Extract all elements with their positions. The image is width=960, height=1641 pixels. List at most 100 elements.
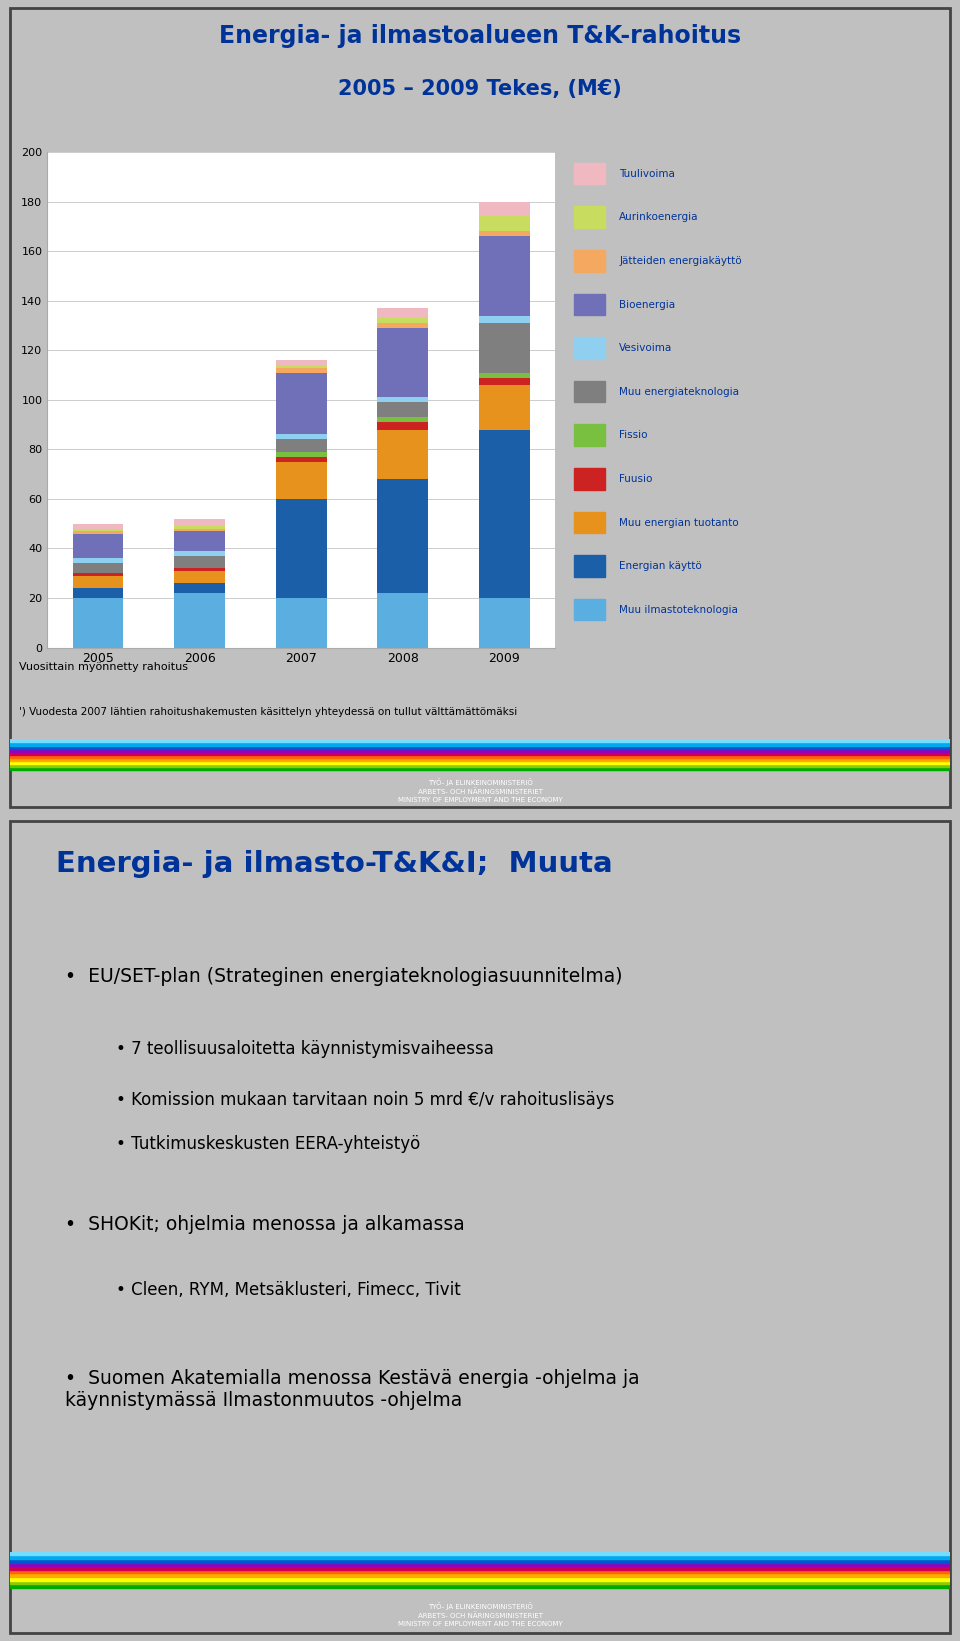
Text: Aurinkoenergia: Aurinkoenergia	[619, 212, 699, 223]
Bar	[276, 364, 326, 368]
Bar	[10, 1562, 950, 1566]
Bar	[10, 1577, 950, 1580]
Bar	[174, 571, 225, 583]
Bar	[10, 1580, 950, 1585]
Bar	[174, 551, 225, 556]
Bar	[479, 323, 530, 373]
Bar	[479, 231, 530, 236]
Text: 2005 – 2009 Tekes, (M€): 2005 – 2009 Tekes, (M€)	[338, 79, 622, 98]
Bar	[174, 532, 225, 551]
Bar	[73, 533, 124, 558]
Bar	[574, 207, 606, 228]
Bar	[276, 597, 326, 648]
Bar	[73, 587, 124, 597]
Bar	[574, 381, 606, 402]
Bar	[479, 217, 530, 231]
Bar	[10, 755, 950, 758]
Bar	[276, 451, 326, 456]
Bar	[479, 315, 530, 323]
Bar	[276, 440, 326, 451]
Bar	[574, 162, 606, 184]
Bar	[377, 318, 428, 323]
Bar	[73, 532, 124, 533]
Text: Tuulivoima: Tuulivoima	[619, 169, 675, 179]
Bar	[377, 422, 428, 430]
Bar	[10, 1574, 950, 1577]
Bar	[10, 1585, 950, 1588]
Bar	[377, 592, 428, 648]
Bar	[479, 373, 530, 377]
Bar	[377, 417, 428, 422]
Text: ') Vuodesta 2007 lähtien rahoitushakemusten käsittelyn yhteydessä on tullut vält: ') Vuodesta 2007 lähtien rahoitushakemus…	[19, 707, 517, 717]
Bar	[10, 1552, 950, 1556]
Bar	[10, 1566, 950, 1570]
Bar	[10, 1570, 950, 1574]
Bar	[73, 576, 124, 587]
Bar	[276, 461, 326, 499]
Text: TYÖ- JA ELINKEINOMINISTERIÖ
ARBETS- OCH NÄRINGSMINISTERIET
MINISTRY OF EMPLOYMEN: TYÖ- JA ELINKEINOMINISTERIÖ ARBETS- OCH …	[397, 778, 563, 802]
Bar	[174, 592, 225, 648]
Bar	[10, 765, 950, 766]
Bar	[574, 425, 606, 446]
Text: Vuosittain myönnetty rahoitus: Vuosittain myönnetty rahoitus	[19, 663, 188, 673]
Text: Energian käyttö: Energian käyttö	[619, 561, 702, 571]
Text: arvioida, onko projektilla energia- tai ympäristövaikutuksia.: arvioida, onko projektilla energia- tai …	[19, 748, 331, 758]
Bar	[174, 528, 225, 532]
Bar	[10, 758, 950, 761]
Text: Muu energian tuotanto: Muu energian tuotanto	[619, 517, 739, 527]
Text: • Cleen, RYM, Metsäklusteri, Fimecc, Tivit: • Cleen, RYM, Metsäklusteri, Fimecc, Tiv…	[116, 1282, 461, 1300]
Bar	[574, 468, 606, 489]
Bar	[479, 430, 530, 597]
Text: Energia- ja ilmasto-T&K&I;  Muuta: Energia- ja ilmasto-T&K&I; Muuta	[56, 850, 612, 878]
Bar	[479, 597, 530, 648]
Bar	[574, 512, 606, 533]
Text: Bioenergia: Bioenergia	[619, 300, 676, 310]
Bar	[276, 368, 326, 373]
Bar	[10, 752, 950, 755]
Bar	[10, 1559, 950, 1562]
Bar	[574, 249, 606, 271]
Bar	[10, 761, 950, 765]
Bar	[377, 402, 428, 417]
Bar	[276, 373, 326, 435]
Bar	[10, 745, 950, 748]
Bar	[276, 499, 326, 597]
Bar	[73, 558, 124, 563]
Bar	[276, 359, 326, 364]
Bar	[174, 568, 225, 571]
Text: Fissio: Fissio	[619, 430, 648, 440]
Bar	[73, 573, 124, 576]
Bar	[574, 599, 606, 620]
Bar	[574, 336, 606, 359]
Text: • Komission mukaan tarvitaan noin 5 mrd €/v rahoituslisäys: • Komission mukaan tarvitaan noin 5 mrd …	[116, 1091, 614, 1109]
Text: •  SHOKit; ohjelmia menossa ja alkamassa: • SHOKit; ohjelmia menossa ja alkamassa	[64, 1216, 465, 1234]
Bar	[10, 1556, 950, 1559]
Bar	[174, 583, 225, 592]
Bar	[574, 555, 606, 576]
Bar	[377, 397, 428, 402]
Text: Muu energiateknologia: Muu energiateknologia	[619, 387, 739, 397]
Bar	[10, 766, 950, 770]
Bar	[479, 386, 530, 430]
Bar	[10, 742, 950, 745]
Bar	[479, 202, 530, 217]
Bar	[377, 430, 428, 479]
Text: •  Suomen Akatemialla menossa Kestävä energia -ohjelma ja
käynnistymässä Ilmasto: • Suomen Akatemialla menossa Kestävä ene…	[64, 1369, 639, 1410]
Text: • Tutkimuskeskusten EERA-yhteistyö: • Tutkimuskeskusten EERA-yhteistyö	[116, 1136, 420, 1154]
Bar	[276, 435, 326, 440]
Bar	[174, 527, 225, 528]
Bar	[73, 528, 124, 532]
Bar	[10, 740, 950, 742]
Bar	[174, 519, 225, 527]
Text: Vesivoima: Vesivoima	[619, 343, 673, 353]
Bar	[377, 479, 428, 592]
Bar	[276, 456, 326, 461]
Bar	[174, 556, 225, 568]
Bar	[73, 523, 124, 528]
Text: •  EU/SET-plan (Strateginen energiateknologiasuunnitelma): • EU/SET-plan (Strateginen energiateknol…	[64, 967, 622, 986]
Text: Jätteiden energiakäyttö: Jätteiden energiakäyttö	[619, 256, 742, 266]
Text: Fuusio: Fuusio	[619, 474, 653, 484]
Bar	[479, 377, 530, 386]
Bar	[479, 236, 530, 315]
Text: Energia- ja ilmastoalueen T&K-rahoitus: Energia- ja ilmastoalueen T&K-rahoitus	[219, 25, 741, 48]
